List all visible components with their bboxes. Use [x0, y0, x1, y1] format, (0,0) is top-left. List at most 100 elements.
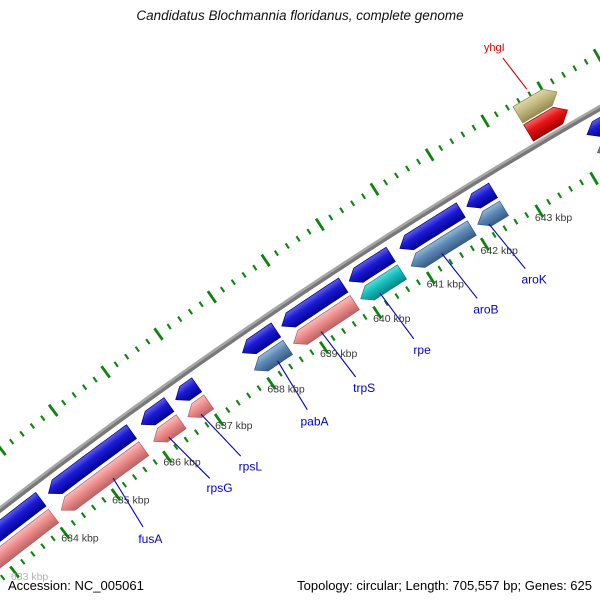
- gene-cds-arrow-pabA: [242, 322, 282, 355]
- ruler-tick-major-inner: [213, 413, 225, 427]
- gene-label-rpsL[interactable]: rpsL: [239, 459, 263, 473]
- backbone-arc-highlight: [0, 104, 600, 511]
- backbone-arc: [0, 107, 600, 514]
- ruler-label-636: 636 kbp: [163, 457, 201, 469]
- gene-label-pabA[interactable]: pabA: [301, 415, 329, 429]
- ruler-tick-minor-inner: [437, 265, 443, 272]
- gene-cds-arrow-aroK: [466, 182, 498, 209]
- ruler-tick-major-outer: [0, 445, 7, 456]
- ruler-label-633: 633 kbp: [11, 571, 49, 583]
- ruler-tick-minor-inner: [91, 504, 97, 511]
- ruler-tick-minor-outer: [361, 193, 367, 200]
- ruler-tick-minor-outer: [19, 430, 25, 437]
- ruler-tick-minor-outer: [505, 104, 510, 111]
- ruler-tick-minor-inner: [225, 406, 231, 414]
- leader-line-rpsG: [168, 436, 211, 479]
- ruler-tick-major-outer: [153, 327, 164, 341]
- ruler-tick-minor-inner: [121, 481, 127, 488]
- gene-label-rpsG[interactable]: rpsG: [207, 481, 233, 495]
- ruler-tick-minor-inner: [246, 392, 252, 399]
- ruler-tick-major-outer: [480, 114, 490, 128]
- ruler-tick-minor-inner: [142, 466, 148, 473]
- ruler-tick-minor-inner: [469, 245, 475, 252]
- ruler-tick-minor-outer: [166, 323, 172, 330]
- ruler-tick-minor-inner: [40, 543, 46, 550]
- ruler-tick-minor-inner: [362, 313, 368, 320]
- ruler-tick-minor-outer: [561, 71, 566, 78]
- gene-label-rpe[interactable]: rpe: [413, 343, 431, 357]
- ruler-tick-minor-inner: [30, 550, 36, 557]
- gene-cds-arrow-trpS: [281, 277, 349, 328]
- leader-line-fusA: [112, 477, 144, 528]
- gene-label-fusA[interactable]: fusA: [138, 532, 162, 546]
- ruler-tick-minor-inner: [0, 574, 6, 581]
- ruler-tick-minor-inner: [50, 535, 56, 542]
- ruler-tick-major-outer: [47, 403, 59, 417]
- ruler-tick-minor-outer: [394, 172, 399, 179]
- gene-func-arrow-aroB: [410, 220, 477, 268]
- ruler-tick-minor-outer: [124, 353, 130, 360]
- leader-line-aroB: [441, 252, 478, 299]
- ruler-tick-minor-outer: [284, 242, 290, 250]
- ruler-tick-minor-inner: [502, 225, 508, 232]
- leader-line-rpe: [379, 292, 415, 340]
- gene-label-trpS[interactable]: trpS: [353, 381, 375, 395]
- gene-func-arrow-aroK: [477, 200, 509, 227]
- gene-func-arrow-yhgI: [512, 88, 558, 124]
- ruler-tick-minor-outer: [177, 316, 183, 323]
- chart-title: Candidatus Blochmannia floridanus, compl…: [136, 8, 464, 23]
- ruler-tick-major-inner: [534, 204, 545, 218]
- ruler-tick-minor-outer: [187, 308, 194, 315]
- ruler-tick-minor-inner: [70, 519, 76, 526]
- ruler-tick-minor-inner: [351, 320, 357, 328]
- ruler-tick-minor-inner: [341, 327, 347, 335]
- gene-func-arrow-pabA: [254, 339, 293, 372]
- gene-cds-arrow-fusA: [48, 424, 137, 494]
- footer-accession: Accession: NC_005061: [8, 578, 144, 593]
- leader-line-pabA: [277, 360, 308, 410]
- gene-label-aroK[interactable]: aroK: [521, 273, 546, 287]
- gene-label-yhgI[interactable]: yhgI: [484, 42, 505, 54]
- ruler-tick-minor-outer: [383, 179, 388, 186]
- ruler-tick-minor-outer: [219, 286, 226, 293]
- ruler-tick-minor-outer: [230, 279, 236, 286]
- ruler-tick-minor-outer: [583, 58, 589, 65]
- ruler-tick-major-inner: [479, 237, 490, 251]
- footer-stats: Topology: circular; Length: 705,557 bp; …: [297, 578, 592, 593]
- ruler-tick-major-outer: [424, 148, 435, 162]
- ruler-tick-minor-outer: [471, 124, 477, 131]
- ruler-tick-minor-outer: [572, 65, 578, 72]
- ruler-tick-minor-inner: [459, 251, 465, 259]
- ruler-tick-minor-inner: [131, 474, 138, 481]
- ruler-tick-minor-outer: [29, 422, 36, 429]
- ruler-tick-minor-inner: [309, 349, 315, 356]
- ruler-tick-major-outer: [314, 217, 325, 232]
- ruler-tick-minor-outer: [493, 111, 499, 118]
- ruler-tick-major-outer: [206, 290, 217, 304]
- ruler-tick-minor-inner: [277, 370, 283, 377]
- ruler-tick-minor-outer: [8, 438, 15, 445]
- gene-func-arrow: [597, 145, 600, 154]
- gene-func-arrow: [0, 508, 60, 569]
- ruler-tick-minor-inner: [193, 429, 200, 436]
- gene-cds-arrow-rpe: [348, 246, 396, 283]
- ruler-label-640: 640 kbp: [373, 313, 411, 325]
- gene-label-aroB[interactable]: aroB: [473, 302, 498, 316]
- ruler-tick-minor-outer: [449, 138, 455, 145]
- ruler-tick-minor-outer: [405, 165, 411, 172]
- ruler-label-643: 643 kbp: [535, 212, 573, 224]
- ruler-tick-minor-inner: [405, 286, 411, 293]
- ruler-tick-major-inner: [9, 565, 20, 579]
- ruler-tick-minor-inner: [330, 334, 336, 342]
- ruler-tick-minor-inner: [298, 356, 304, 363]
- leader-line-rpsL: [200, 413, 242, 457]
- leader-line-trpS: [320, 331, 357, 378]
- ruler-tick-major-inner: [319, 340, 330, 355]
- leader-line-aroK: [488, 223, 526, 270]
- gene-cds-arrow-rpsL: [175, 377, 203, 401]
- gene-func-arrow-trpS: [293, 295, 360, 345]
- ruler-tick-minor-outer: [339, 207, 345, 214]
- gene-cds-arrow-rpsG: [140, 397, 175, 426]
- ruler-tick-minor-outer: [71, 391, 77, 398]
- ruler-tick-minor-outer: [198, 301, 204, 308]
